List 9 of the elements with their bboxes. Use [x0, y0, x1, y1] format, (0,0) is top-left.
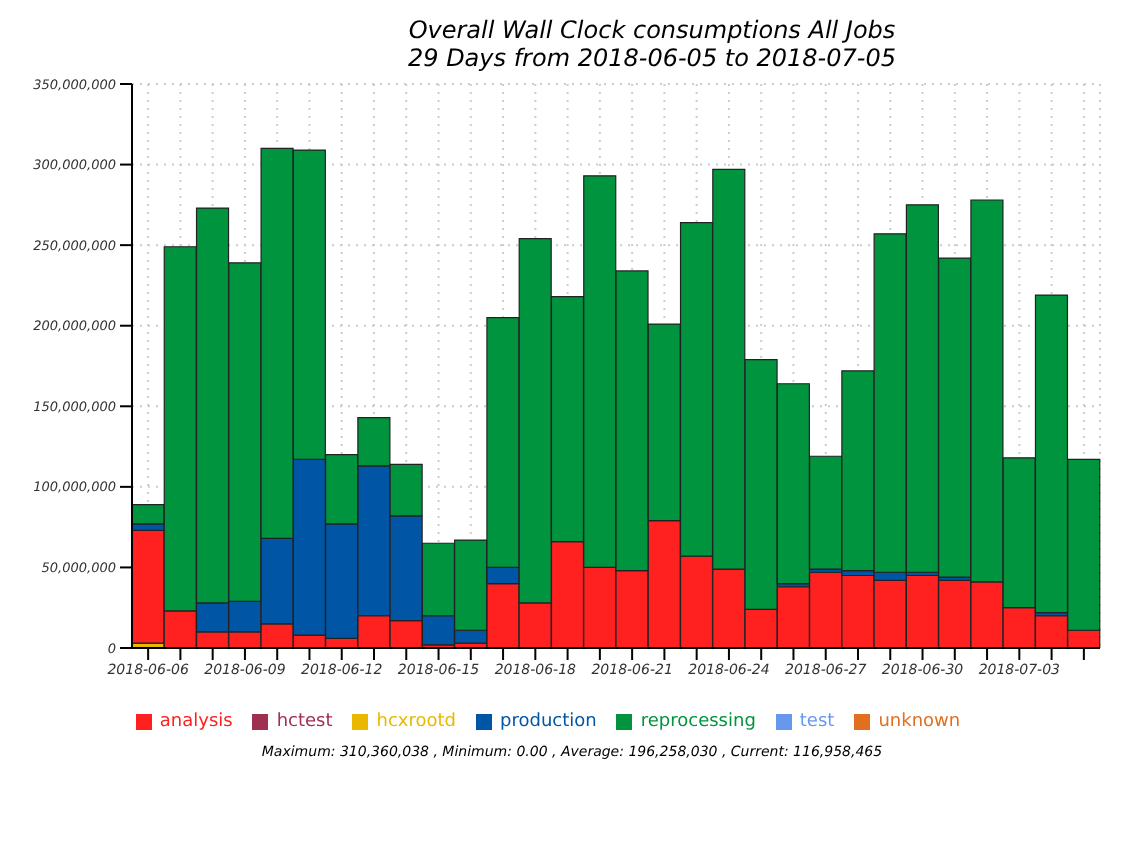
legend-label: production — [500, 712, 597, 732]
legend-label: test — [799, 712, 835, 732]
legend-label: analysis — [159, 712, 233, 732]
legend-label: hctest — [276, 712, 333, 732]
legend-label: reprocessing — [640, 712, 756, 732]
legend-label: hcxrootd — [376, 712, 457, 732]
chart-subtitle: 29 Days from 2018-06-05 to 2018-07-05 — [405, 44, 898, 72]
chart-title: Overall Wall Clock consumptions All Jobs — [406, 16, 898, 44]
legend-label: unknown — [878, 712, 961, 732]
